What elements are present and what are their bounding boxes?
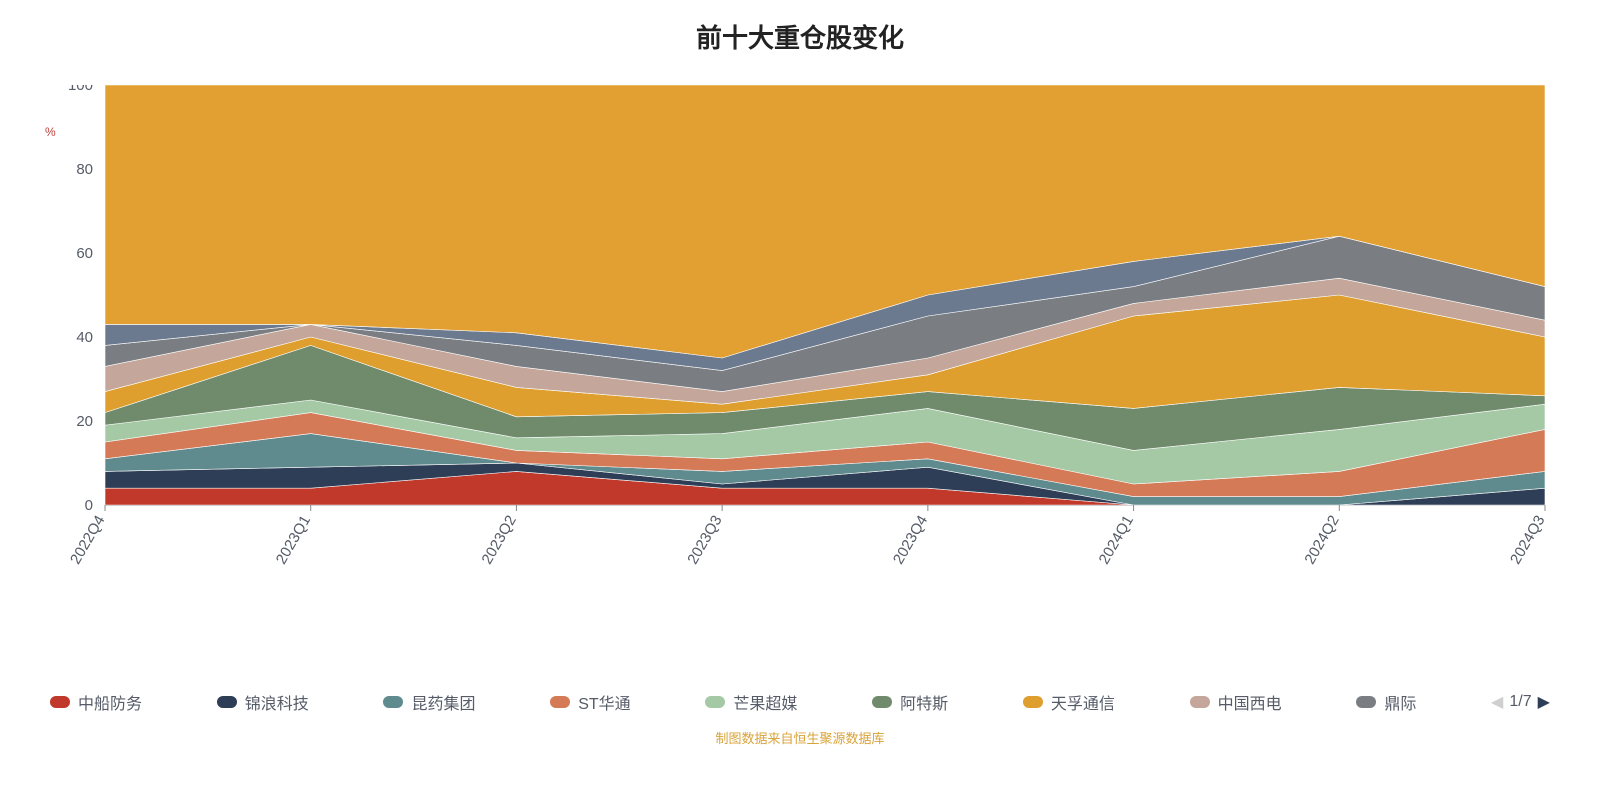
legend-swatch [50, 696, 70, 708]
chart-title: 前十大重仓股变化 [0, 0, 1600, 55]
svg-text:40: 40 [76, 329, 93, 346]
svg-text:100: 100 [68, 85, 93, 94]
legend-label: ST华通 [578, 690, 630, 714]
legend-label: 中船防务 [78, 690, 142, 714]
legend-swatch [872, 696, 892, 708]
svg-text:20: 20 [76, 413, 93, 430]
legend-label: 鼎际 [1384, 690, 1416, 714]
legend-label: 阿特斯 [900, 690, 948, 714]
legend-swatch [550, 696, 570, 708]
legend-label: 天孚通信 [1051, 690, 1115, 714]
pager-prev-icon[interactable]: ◀ [1491, 692, 1503, 712]
legend-swatch [217, 696, 237, 708]
legend-label: 昆药集团 [411, 690, 475, 714]
legend-item[interactable]: 阿特斯 [872, 690, 948, 714]
legend-item[interactable]: 中国西电 [1190, 690, 1282, 714]
svg-text:2024Q2: 2024Q2 [1301, 513, 1342, 568]
pager-next-icon[interactable]: ▶ [1538, 692, 1550, 712]
legend: 中船防务 锦浪科技 昆药集团 ST华通 芒果超媒 阿特斯 天孚通信 中国西电 鼎际 ◀ 1/7 ▶ [50, 690, 1550, 714]
legend-label: 锦浪科技 [245, 690, 309, 714]
legend-item[interactable]: 昆药集团 [383, 690, 475, 714]
svg-text:80: 80 [76, 161, 93, 178]
pager-text: 1/7 [1509, 693, 1531, 711]
legend-item[interactable]: 芒果超媒 [705, 690, 797, 714]
legend-pager: ◀ 1/7 ▶ [1491, 692, 1550, 712]
legend-item[interactable]: ST华通 [550, 690, 630, 714]
legend-swatch [1023, 696, 1043, 708]
svg-text:2024Q1: 2024Q1 [1096, 513, 1137, 568]
svg-text:2022Q4: 2022Q4 [67, 513, 108, 568]
svg-text:2023Q4: 2023Q4 [890, 513, 931, 568]
svg-text:2023Q1: 2023Q1 [273, 513, 314, 568]
footer-source: 制图数据来自恒生聚源数据库 [0, 728, 1600, 747]
legend-swatch [383, 696, 403, 708]
svg-text:2024Q3: 2024Q3 [1507, 513, 1548, 568]
legend-item[interactable]: 鼎际 [1356, 690, 1416, 714]
legend-item[interactable]: 天孚通信 [1023, 690, 1115, 714]
legend-swatch [1190, 696, 1210, 708]
stacked-area-chart: 0 20 40 60 80 100 2022Q4 2023Q1 2023Q2 2023Q3 2023… [50, 85, 1550, 605]
svg-text:2023Q3: 2023Q3 [684, 513, 725, 568]
legend-swatch [705, 696, 725, 708]
legend-item[interactable]: 锦浪科技 [217, 690, 309, 714]
legend-label: 芒果超媒 [733, 690, 797, 714]
legend-item[interactable]: 中船防务 [50, 690, 142, 714]
y-axis-unit: % [45, 125, 56, 139]
legend-swatch [1356, 696, 1376, 708]
svg-text:60: 60 [76, 245, 93, 262]
svg-text:0: 0 [85, 497, 93, 514]
chart-container: % 0204060801002022Q42023Q12023Q22023Q320… [50, 85, 1550, 610]
legend-label: 中国西电 [1218, 690, 1282, 714]
svg-text:2023Q2: 2023Q2 [478, 513, 519, 568]
